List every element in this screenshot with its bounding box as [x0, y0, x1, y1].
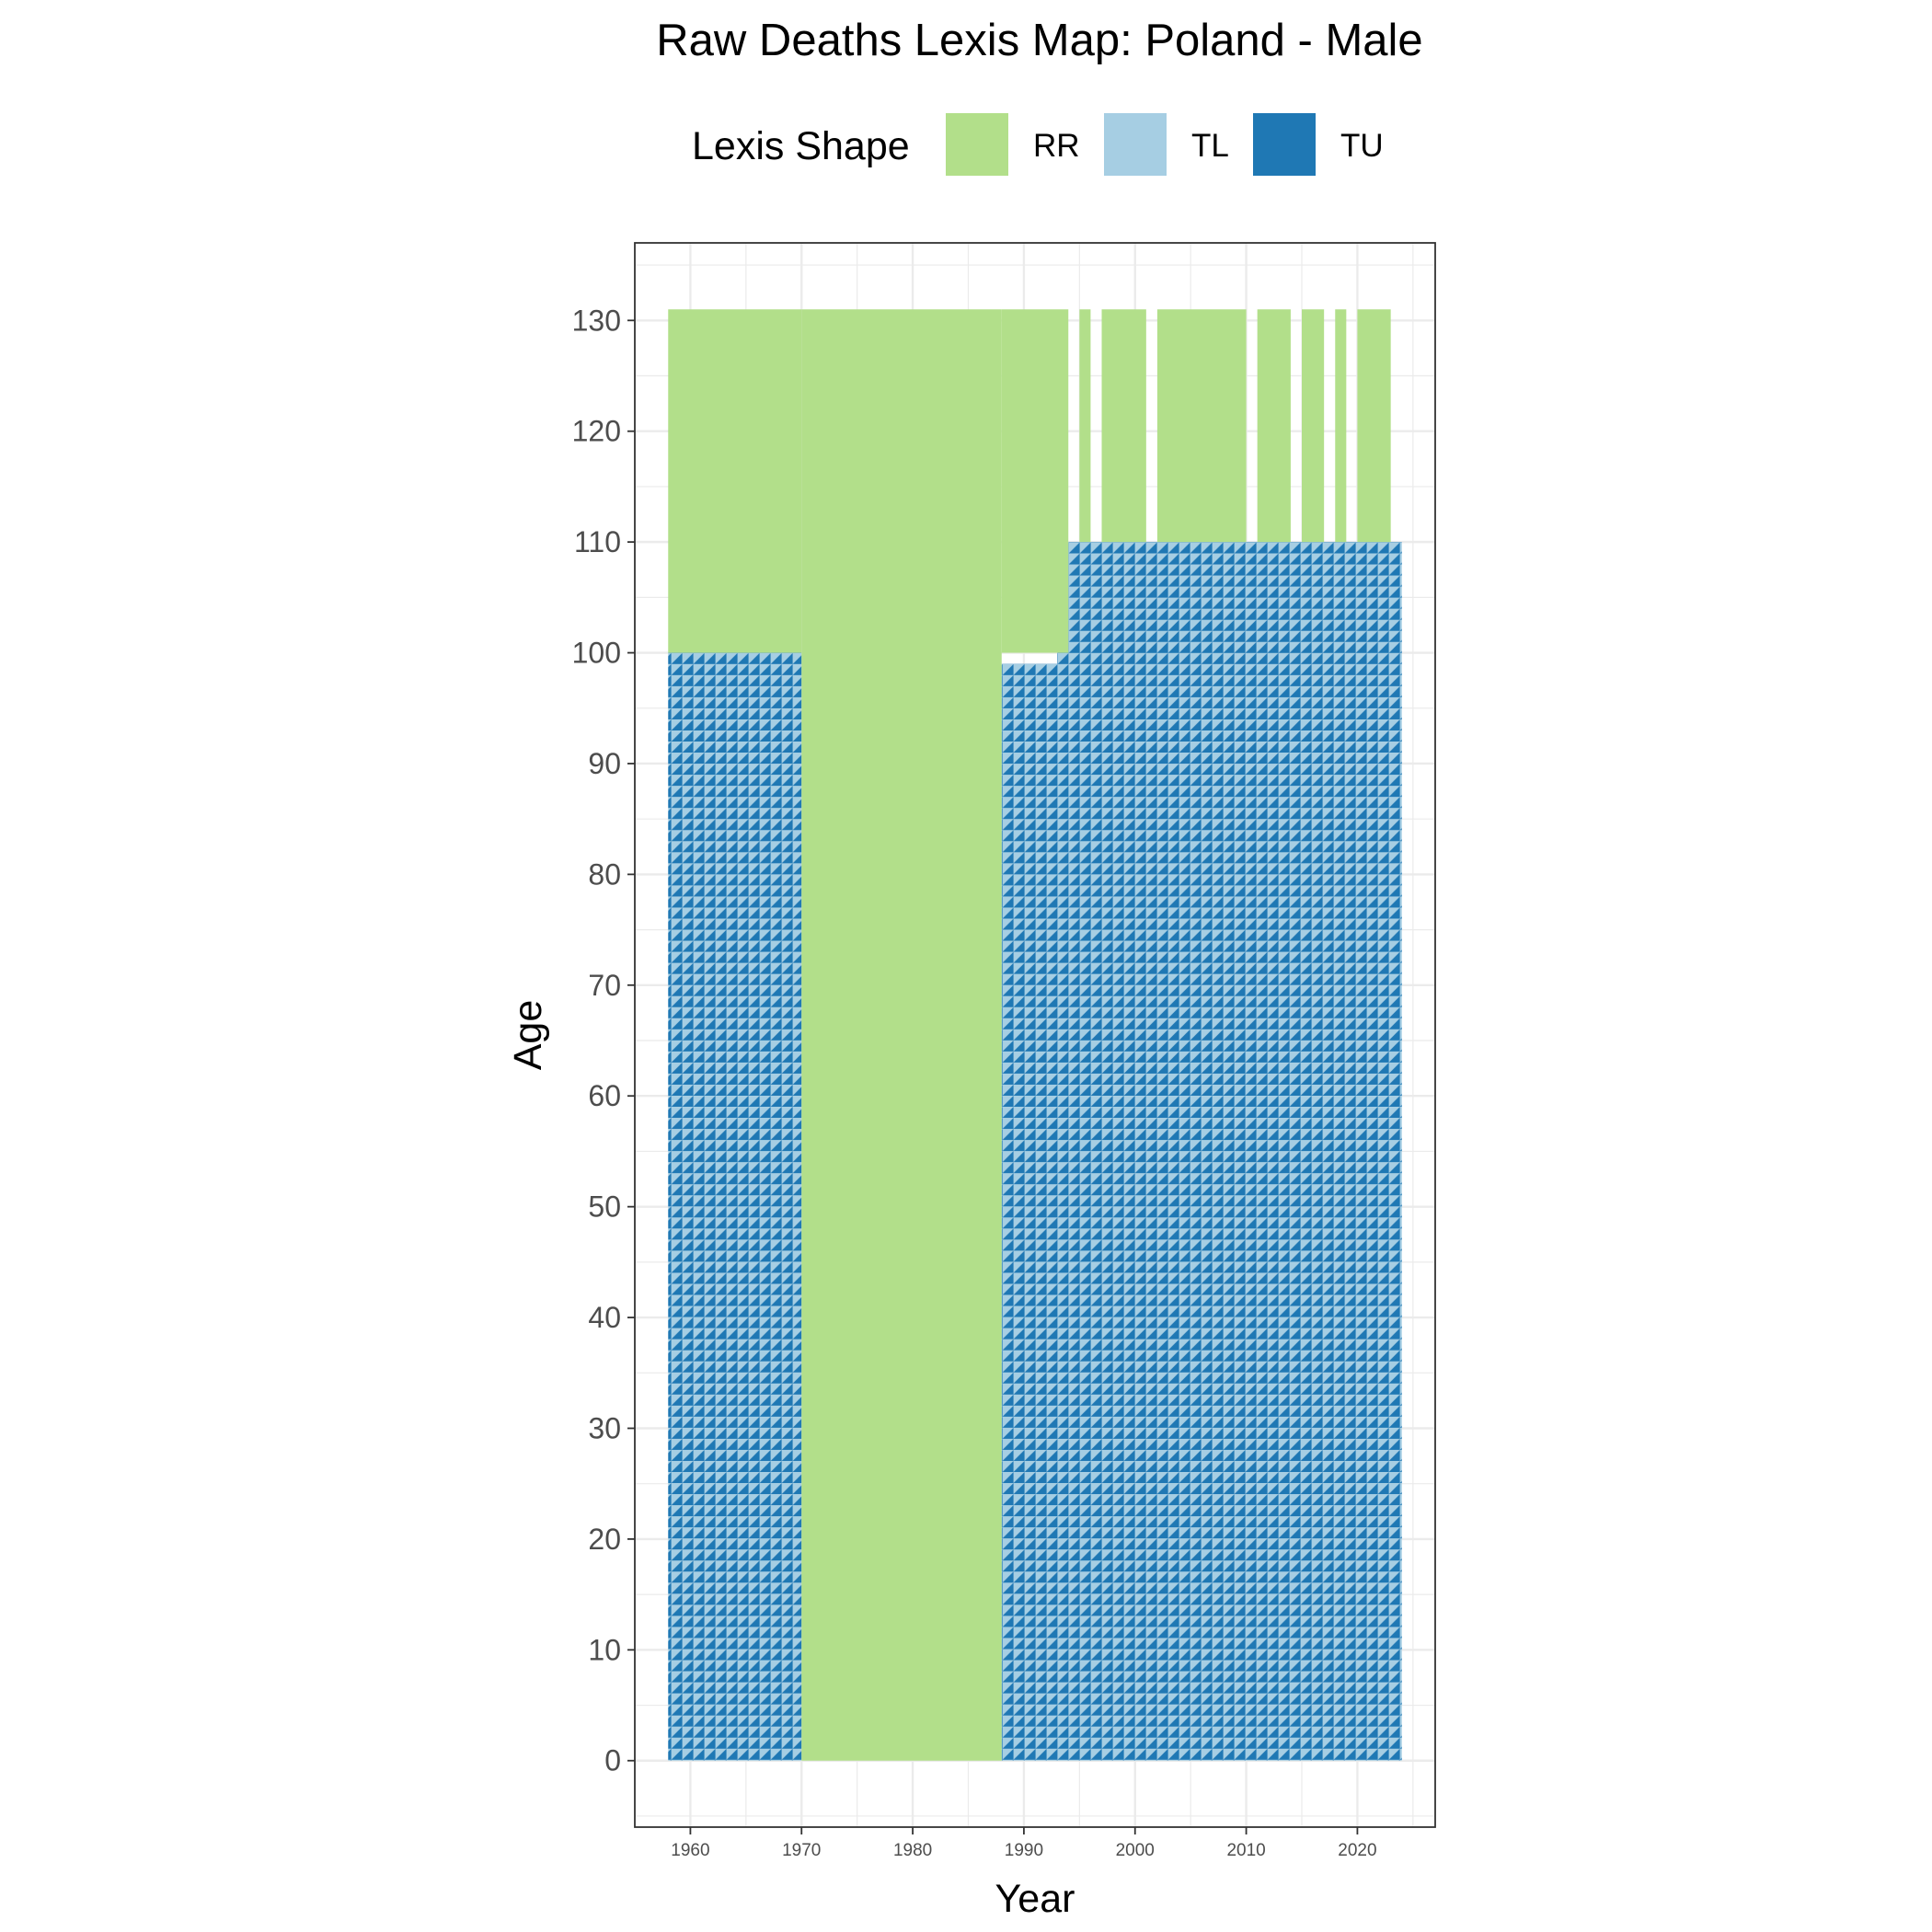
y-tick-label: 60 [588, 1079, 621, 1112]
lexis-rr-block [1156, 309, 1247, 543]
legend-swatch-tl [1104, 113, 1167, 176]
x-tick-label: 2020 [1338, 1841, 1376, 1860]
y-tick-label: 10 [588, 1633, 621, 1666]
legend-swatch-rr [946, 113, 1008, 176]
lexis-rr-block [1001, 309, 1069, 653]
plot-area: 0 10 20 30 40 50 60 70 80 90 100 110 120 130 1960 1970 1… [572, 242, 1436, 1860]
legend: Lexis Shape RR TL TU [692, 113, 1384, 176]
y-tick-label: 40 [588, 1301, 621, 1334]
data-tiles [668, 309, 1402, 1761]
y-tick-label: 120 [572, 415, 621, 448]
y-tick-label: 100 [572, 637, 621, 670]
lexis-rr-block [1302, 309, 1325, 543]
y-tick-label: 50 [588, 1190, 621, 1224]
x-axis-title: Year [995, 1877, 1075, 1921]
x-tick-label: 1970 [782, 1841, 821, 1860]
lexis-rr-block [1079, 309, 1091, 543]
legend-label-rr: RR [1033, 128, 1080, 164]
lexis-rr-block [801, 309, 1002, 1761]
x-tick-label: 1980 [893, 1841, 932, 1860]
lexis-triangle-block [668, 652, 802, 1761]
y-tick-label: 20 [588, 1523, 621, 1556]
x-tick-label: 2010 [1226, 1841, 1265, 1860]
lexis-rr-block [1101, 309, 1146, 543]
legend-keys: RR TL TU [946, 113, 1384, 176]
lexis-triangle-block [1068, 542, 1402, 1761]
lexis-triangle-block [1057, 652, 1069, 1761]
lexis-triangle-block [1001, 663, 1058, 1761]
axes: 0 10 20 30 40 50 60 70 80 90 100 110 120 130 1960 1970 1… [572, 304, 1377, 1860]
legend-label-tu: TU [1340, 128, 1384, 164]
legend-title: Lexis Shape [692, 124, 910, 168]
x-tick-label: 1960 [671, 1841, 709, 1860]
y-tick-label: 70 [588, 969, 621, 1002]
plot-border [634, 242, 1436, 1828]
legend-swatch-tu [1253, 113, 1316, 176]
y-tick-label: 0 [604, 1744, 621, 1777]
y-tick-label: 80 [588, 857, 621, 891]
y-tick-label: 90 [588, 747, 621, 780]
chart-title: Raw Deaths Lexis Map: Poland - Male [656, 16, 1422, 65]
y-tick-label: 30 [588, 1411, 621, 1444]
y-tick-label: 110 [574, 525, 621, 558]
y-axis-title: Age [506, 1000, 550, 1071]
lexis-rr-block [668, 309, 802, 653]
y-tick-label: 130 [572, 304, 621, 337]
x-tick-label: 1990 [1005, 1841, 1043, 1860]
legend-label-tl: TL [1191, 128, 1229, 164]
lexis-rr-block [1357, 309, 1391, 543]
x-tick-label: 2000 [1116, 1841, 1155, 1860]
lexis-rr-block [1335, 309, 1347, 543]
lexis-rr-block [1257, 309, 1291, 543]
